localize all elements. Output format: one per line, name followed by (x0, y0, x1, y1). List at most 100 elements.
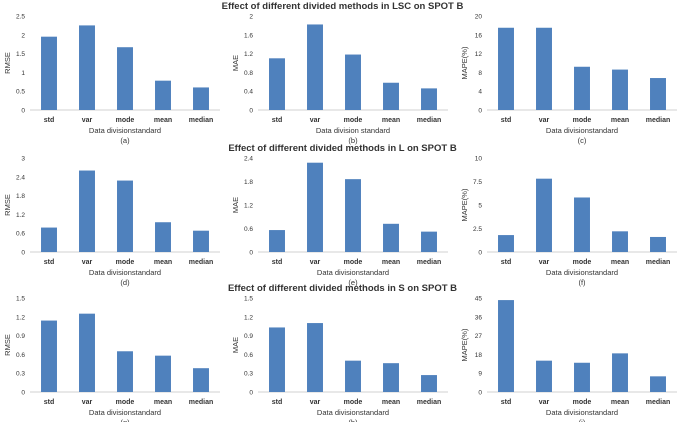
x-tick-label: mode (344, 399, 363, 406)
bar-var (536, 178, 552, 252)
y-axis-label: MAPE(%) (460, 188, 469, 221)
bar-mode (345, 54, 361, 110)
y-axis-label: MAPE(%) (460, 46, 469, 79)
chart-panel-f: 0 2.5 5 7.5 10 std var mode mean median MAPE(%) Dat… (460, 156, 677, 287)
y-tick-label: 0 (21, 108, 25, 115)
bar-mode (117, 180, 133, 252)
bar-median (193, 87, 209, 110)
bar-std (269, 230, 285, 252)
y-tick-label: 20 (475, 14, 483, 21)
y-tick-label: 45 (475, 296, 483, 303)
x-tick-label: median (417, 399, 442, 406)
y-tick-label: 0 (249, 108, 253, 115)
y-axis-label: RMSE (3, 334, 12, 356)
x-tick-label: mode (573, 399, 592, 406)
y-tick-label: 8 (478, 70, 482, 77)
bar-median (193, 368, 209, 392)
y-tick-label: 1.6 (244, 32, 253, 39)
x-tick-label: var (82, 259, 93, 266)
y-tick-label: 0 (478, 390, 482, 397)
y-tick-label: 2 (249, 14, 253, 21)
panel-caption: (e) (348, 278, 358, 287)
x-tick-label: mode (344, 117, 363, 124)
bar-mode (574, 66, 590, 110)
bar-mean (383, 223, 399, 252)
chart-panel-c: 0 4 8 12 16 20 std var mode mean median MAPE(%) Data… (460, 14, 677, 145)
x-tick-label: mean (611, 399, 629, 406)
y-tick-label: 0 (21, 250, 25, 257)
bar-var (79, 313, 95, 392)
y-tick-label: 27 (475, 333, 483, 340)
y-tick-label: 10 (475, 156, 483, 163)
bar-median (421, 375, 437, 392)
row-title-s: Effect of different divided methods in S… (227, 283, 458, 294)
y-tick-label: 16 (475, 32, 483, 39)
bar-std (41, 320, 57, 392)
x-tick-label: mean (154, 117, 172, 124)
x-axis-label: Data divisionstandard (89, 408, 161, 417)
x-tick-label: median (189, 399, 214, 406)
x-axis-label: Data division standard (316, 126, 390, 135)
x-tick-label: var (310, 117, 321, 124)
x-tick-label: var (539, 259, 550, 266)
y-axis-label: MAE (231, 55, 240, 71)
y-tick-label: 0 (478, 108, 482, 115)
bar-mean (155, 222, 171, 252)
bar-mode (574, 197, 590, 252)
y-tick-label: 1.2 (16, 314, 25, 321)
y-tick-label: 2 (21, 32, 25, 39)
x-tick-label: median (417, 259, 442, 266)
x-tick-label: var (82, 117, 93, 124)
bar-mean (155, 355, 171, 392)
x-tick-label: var (310, 399, 321, 406)
y-tick-label: 12 (475, 51, 483, 58)
y-tick-label: 1.5 (16, 296, 25, 303)
bar-var (536, 27, 552, 110)
y-tick-label: 0.9 (244, 333, 253, 340)
panel-caption: (a) (120, 136, 130, 145)
x-tick-label: mean (154, 399, 172, 406)
x-tick-label: var (539, 399, 550, 406)
bar-var (307, 323, 323, 392)
y-axis-label: MAPE(%) (460, 328, 469, 361)
y-tick-label: 2.5 (16, 14, 25, 21)
y-tick-label: 18 (475, 352, 483, 359)
bar-std (269, 58, 285, 110)
bar-median (650, 236, 666, 252)
x-tick-label: median (646, 399, 671, 406)
y-tick-label: 0.3 (16, 371, 25, 378)
bar-mode (117, 47, 133, 110)
bar-var (307, 24, 323, 110)
y-tick-label: 1.2 (244, 314, 253, 321)
y-tick-label: 0 (249, 390, 253, 397)
chart-panel-b: 0 0.4 0.8 1.2 1.6 2 std var mode mean median MAE Dat… (231, 14, 448, 145)
y-tick-label: 0.3 (244, 371, 253, 378)
y-tick-label: 0 (478, 250, 482, 257)
x-tick-label: median (646, 259, 671, 266)
x-tick-label: std (44, 117, 55, 124)
y-tick-label: 0.8 (244, 70, 253, 77)
bar-var (536, 360, 552, 392)
y-axis-label: MAE (231, 337, 240, 353)
x-tick-label: mean (382, 399, 400, 406)
bar-var (307, 162, 323, 252)
x-tick-label: mean (611, 117, 629, 124)
x-axis-label: Data divisionstandard (546, 126, 618, 135)
y-tick-label: 0 (21, 390, 25, 397)
x-tick-label: std (501, 117, 512, 124)
x-tick-label: std (44, 259, 55, 266)
bar-mean (612, 69, 628, 110)
x-tick-label: mean (382, 259, 400, 266)
y-tick-label: 5 (478, 203, 482, 210)
x-tick-label: median (417, 117, 442, 124)
x-tick-label: mean (611, 259, 629, 266)
bar-var (79, 170, 95, 252)
x-tick-label: mode (116, 399, 135, 406)
bar-median (650, 376, 666, 392)
x-axis-label: Data divisionstandard (89, 268, 161, 277)
bar-std (269, 327, 285, 392)
y-tick-label: 1.2 (244, 51, 253, 58)
bar-var (79, 25, 95, 110)
x-tick-label: var (539, 117, 550, 124)
